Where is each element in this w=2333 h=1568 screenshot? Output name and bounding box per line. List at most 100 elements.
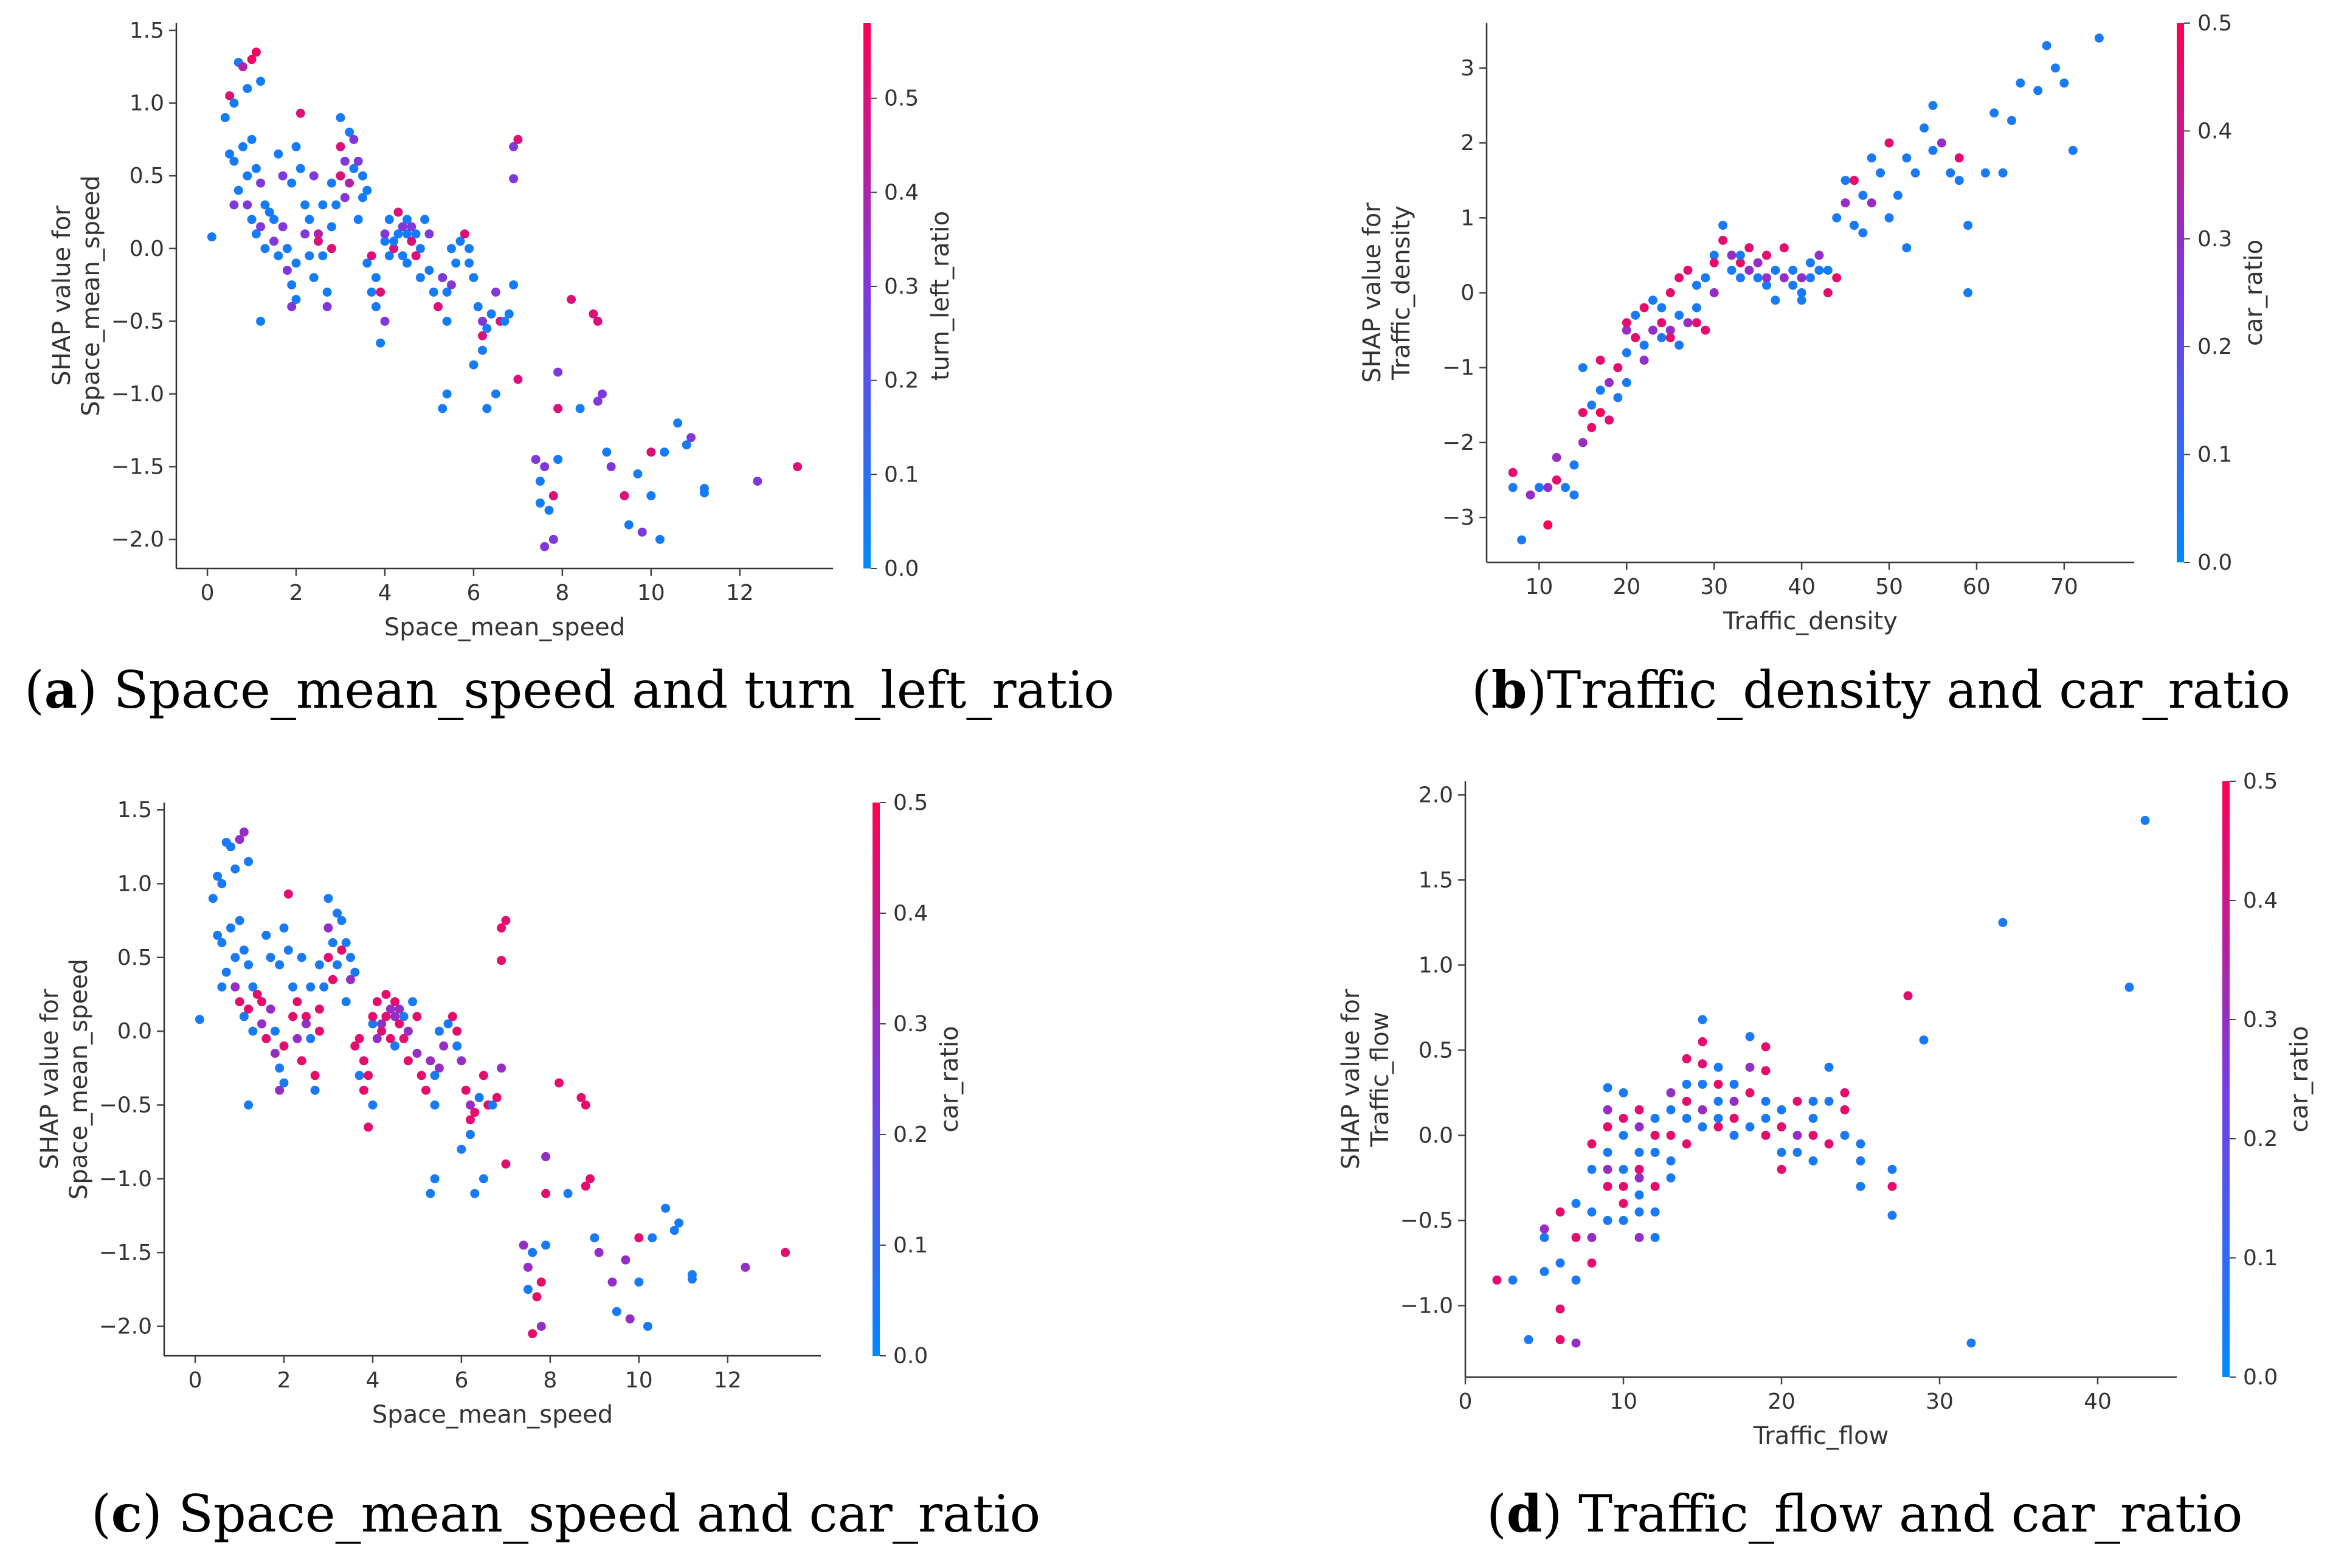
data-point xyxy=(1729,1079,1739,1089)
data-point xyxy=(1808,1096,1818,1106)
data-point xyxy=(328,938,337,947)
x-tick-label: 30 xyxy=(1700,575,1728,599)
colorbar-label: car_ratio xyxy=(2286,1026,2314,1132)
data-point xyxy=(1735,250,1745,260)
data-point xyxy=(1555,1258,1565,1268)
data-point xyxy=(1603,1181,1612,1191)
data-point xyxy=(1555,1335,1565,1344)
caption-c-text: Space_mean_speed and car_ratio xyxy=(162,1484,1041,1544)
data-point xyxy=(1587,1207,1597,1217)
data-point xyxy=(1619,1113,1628,1123)
data-point xyxy=(426,1056,435,1066)
data-point xyxy=(367,251,376,261)
data-point xyxy=(674,1218,683,1228)
data-point xyxy=(239,827,249,837)
data-point xyxy=(1603,1147,1612,1157)
data-point xyxy=(278,222,288,232)
data-point xyxy=(553,367,563,377)
data-point xyxy=(452,1026,462,1036)
data-point xyxy=(368,1100,378,1110)
x-tick-label: 40 xyxy=(1788,575,1816,599)
data-point xyxy=(660,447,669,457)
data-point xyxy=(310,1085,320,1095)
data-point xyxy=(1887,1181,1897,1191)
data-point xyxy=(1903,991,1913,1001)
data-point xyxy=(620,491,629,500)
data-point xyxy=(451,258,461,268)
x-axis-label: Traffic_density xyxy=(1723,607,1898,635)
data-point xyxy=(248,1026,258,1036)
data-point xyxy=(1587,1258,1597,1268)
colorbar-label: car_ratio xyxy=(2240,240,2268,346)
data-point xyxy=(669,1226,679,1235)
data-point xyxy=(637,527,647,537)
colorbar-tick-label: 0.2 xyxy=(893,1122,928,1147)
data-point xyxy=(1713,1113,1723,1123)
x-tick-label: 10 xyxy=(1525,575,1553,599)
data-point xyxy=(376,338,385,348)
data-point xyxy=(1665,288,1675,297)
colorbar-tick-label: 0.3 xyxy=(2197,227,2232,252)
data-point xyxy=(230,864,240,874)
data-point xyxy=(1808,1156,1818,1166)
colorbar-tick-label: 0.0 xyxy=(2197,550,2232,575)
data-point xyxy=(2094,33,2104,43)
data-point xyxy=(634,1233,644,1243)
data-point xyxy=(532,1292,542,1302)
data-point xyxy=(1603,1122,1612,1131)
data-point xyxy=(1954,153,1964,163)
data-point xyxy=(244,960,254,970)
data-point xyxy=(1666,1105,1676,1114)
data-point xyxy=(292,997,302,1007)
data-point xyxy=(412,1049,422,1058)
data-point xyxy=(634,1277,644,1287)
data-point xyxy=(305,251,314,261)
data-point xyxy=(575,404,585,413)
data-point xyxy=(1650,1207,1660,1217)
data-point xyxy=(1709,250,1719,260)
colorbar-tick-label: 0.3 xyxy=(2243,1007,2278,1032)
data-point xyxy=(359,1056,368,1066)
data-point xyxy=(1571,1275,1581,1285)
colorbar-label: car_ratio xyxy=(936,1026,964,1132)
data-point xyxy=(1902,243,1912,253)
data-point xyxy=(1771,295,1780,305)
colorbar-tick-label: 0.3 xyxy=(884,274,919,299)
data-point xyxy=(260,244,270,254)
data-point xyxy=(602,447,612,457)
data-point xyxy=(1762,250,1771,260)
data-point xyxy=(233,185,243,195)
y-tick-label: 2.0 xyxy=(1419,782,1453,807)
data-point xyxy=(297,953,306,962)
data-point xyxy=(1634,1147,1644,1157)
x-tick-label: 60 xyxy=(1963,575,1991,599)
data-point xyxy=(430,1100,440,1110)
data-point xyxy=(239,1012,249,1021)
data-point xyxy=(753,477,762,486)
data-point xyxy=(333,908,342,918)
data-point xyxy=(1735,258,1745,268)
data-point xyxy=(256,316,266,326)
data-point xyxy=(540,462,550,472)
data-point xyxy=(523,1285,533,1294)
data-point xyxy=(1797,288,1806,297)
chart-d: 0 10 20 30 40 −1.0 −0.5 0.0 0.5 1.0 1.5 2.0 Traffic_… xyxy=(1337,769,2314,1450)
y-tick-label: 1.5 xyxy=(130,18,164,43)
colorbar-tick-label: 0.2 xyxy=(2197,334,2232,359)
data-point xyxy=(288,1012,298,1021)
data-point xyxy=(336,113,345,122)
data-point xyxy=(230,953,240,962)
data-point xyxy=(275,960,285,970)
data-point xyxy=(1792,1130,1802,1140)
data-point xyxy=(1622,318,1631,328)
data-point xyxy=(1692,303,1701,313)
data-point xyxy=(1779,273,1789,283)
data-point xyxy=(390,1012,399,1021)
data-point xyxy=(465,258,474,268)
data-point xyxy=(1650,1147,1660,1157)
caption-d-text: Traffic_flow and car_ratio xyxy=(1562,1484,2243,1544)
data-point xyxy=(1634,1207,1644,1217)
data-point xyxy=(1884,213,1894,223)
data-point xyxy=(1648,295,1657,305)
data-point xyxy=(1665,333,1675,342)
